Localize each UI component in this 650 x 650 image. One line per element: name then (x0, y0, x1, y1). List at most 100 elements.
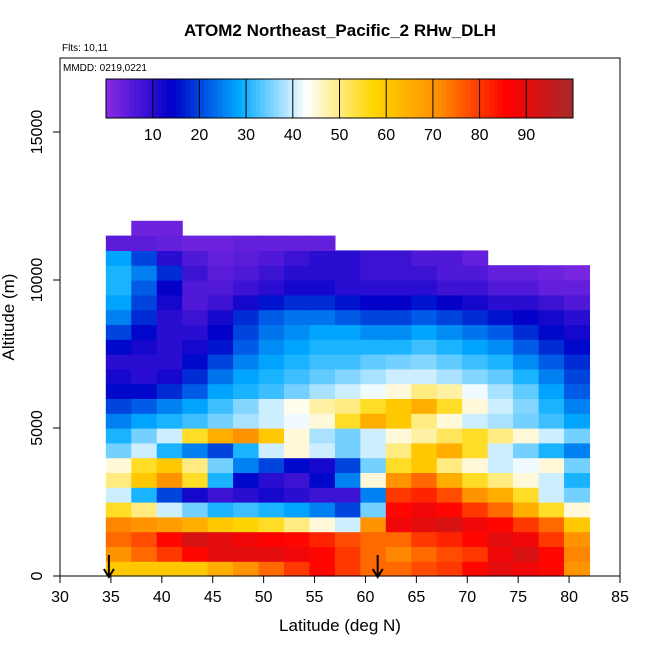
colorbar-segment (358, 79, 364, 118)
heat-cell (564, 413, 591, 429)
colorbar-segment (390, 79, 397, 118)
heat-cell (436, 294, 463, 311)
heat-cell (538, 428, 565, 444)
heat-cell (411, 457, 438, 473)
colorbar-segment (348, 79, 355, 118)
heat-cell (513, 561, 540, 577)
heat-cell (156, 516, 183, 533)
heat-cell (131, 561, 158, 577)
heat-cell (462, 324, 489, 340)
colorbar-segment (428, 79, 434, 118)
heat-cell (233, 546, 260, 562)
heat-cell (360, 280, 387, 296)
heat-cell (513, 428, 540, 444)
heat-cell (156, 339, 183, 355)
heat-cell (513, 398, 540, 414)
colorbar-segment (110, 79, 116, 118)
heat-cell (309, 235, 336, 251)
plot-frame (59, 57, 621, 577)
heat-cell (436, 324, 463, 340)
heat-cell (233, 235, 260, 251)
heat-cell (156, 383, 183, 399)
heat-cell (462, 516, 489, 533)
colorbar-segment (540, 79, 546, 118)
x-tick-label: 55 (306, 589, 324, 606)
colorbar-segment (236, 79, 242, 118)
heat-cell (131, 280, 158, 296)
heat-cell (436, 472, 463, 488)
heat-cell (436, 265, 463, 281)
heat-cell (105, 354, 132, 370)
heat-cell (284, 487, 311, 503)
heat-cell (156, 220, 183, 237)
heat-cell (334, 339, 361, 355)
heat-cell (182, 531, 209, 547)
heat-cell (385, 502, 412, 518)
heat-cell (182, 309, 209, 325)
heat-cell (182, 442, 209, 459)
heat-cell (462, 280, 489, 296)
heat-cell (513, 531, 540, 547)
heat-cell (309, 428, 336, 444)
heat-cell (156, 502, 183, 518)
heat-cell (334, 368, 361, 385)
colorbar-segment (213, 79, 219, 118)
heat-cell (258, 354, 285, 370)
heat-cell (309, 398, 336, 414)
heat-cell (564, 398, 591, 414)
heat-cell (513, 265, 540, 281)
heat-cell (334, 309, 361, 325)
heat-cell (182, 368, 209, 385)
heat-cell (436, 250, 463, 266)
colorbar-segment (432, 79, 439, 118)
colorbar-segment (292, 79, 298, 118)
colorbar-segment (470, 79, 476, 118)
colorbar-segment (446, 79, 453, 118)
heat-cell (385, 442, 412, 459)
heat-cell (131, 502, 158, 518)
heat-cell (487, 531, 514, 547)
heat-cell (513, 487, 540, 503)
heat-cell (105, 383, 132, 399)
heat-cell (360, 294, 387, 311)
heat-cell (487, 428, 514, 444)
colorbar-tick-label: 40 (284, 127, 302, 144)
colorbar-tick-label: 70 (424, 127, 442, 144)
heat-cell (309, 339, 336, 355)
colorbar-segment (222, 79, 228, 118)
colorbar-segment (241, 79, 247, 118)
heat-cell (487, 516, 514, 533)
heat-cell (258, 383, 285, 399)
heat-cell (131, 294, 158, 311)
heat-cell (284, 531, 311, 547)
heat-cell (284, 428, 311, 444)
colorbar-segment (166, 79, 172, 118)
y-tick-label: 5000 (29, 410, 46, 446)
heat-cell (513, 383, 540, 399)
heat-cell (411, 339, 438, 355)
heat-cell (309, 472, 336, 488)
heat-cell (360, 457, 387, 473)
heat-cell (182, 383, 209, 399)
heat-cell (385, 368, 412, 385)
colorbar-segment (199, 79, 205, 118)
heat-cell (182, 457, 209, 473)
heat-cell (513, 472, 540, 488)
heat-cell (436, 413, 463, 429)
heat-cell (284, 561, 311, 577)
heat-cell (131, 442, 158, 459)
heat-cell (233, 368, 260, 385)
heat-cell (487, 309, 514, 325)
heat-cell (207, 398, 234, 414)
heat-cell (182, 502, 209, 518)
heat-cell (284, 398, 311, 414)
colorbar-segment (152, 79, 158, 118)
heat-cell (411, 250, 438, 266)
heat-cell (538, 354, 565, 370)
heat-cell (156, 457, 183, 473)
heat-cell (258, 398, 285, 414)
heatmap-cells (105, 220, 591, 577)
heat-cell (182, 354, 209, 370)
heat-cell (462, 309, 489, 325)
